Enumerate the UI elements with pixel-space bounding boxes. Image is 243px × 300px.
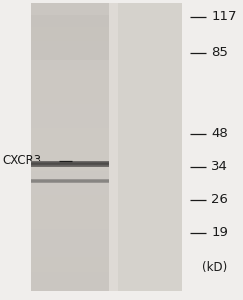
- Bar: [31, 243, 109, 248]
- Text: 26: 26: [211, 193, 228, 206]
- Bar: [31, 214, 109, 219]
- Text: 85: 85: [211, 46, 228, 59]
- Bar: [31, 161, 109, 162]
- Bar: [31, 238, 109, 243]
- Bar: [31, 113, 109, 118]
- Text: 117: 117: [211, 10, 237, 23]
- Bar: [31, 37, 109, 41]
- Bar: [31, 41, 109, 46]
- Bar: [31, 3, 182, 291]
- Bar: [31, 219, 109, 224]
- Bar: [31, 205, 109, 209]
- Bar: [31, 99, 109, 104]
- Bar: [31, 182, 109, 183]
- Bar: [31, 128, 109, 133]
- Bar: [31, 171, 109, 176]
- Bar: [31, 80, 109, 85]
- Bar: [31, 164, 109, 165]
- Bar: [31, 75, 109, 80]
- Bar: [31, 185, 109, 190]
- Bar: [31, 262, 109, 267]
- Bar: [31, 181, 109, 185]
- Bar: [31, 224, 109, 229]
- Bar: [31, 51, 109, 56]
- Bar: [31, 229, 109, 233]
- Bar: [31, 118, 109, 123]
- Bar: [31, 166, 109, 171]
- Bar: [31, 85, 109, 89]
- Bar: [31, 104, 109, 109]
- Bar: [31, 181, 109, 182]
- Bar: [31, 179, 109, 180]
- Bar: [31, 163, 109, 164]
- Text: CXCR3: CXCR3: [2, 154, 42, 167]
- Bar: [31, 133, 109, 137]
- Bar: [31, 94, 109, 99]
- Bar: [31, 17, 109, 22]
- Bar: [31, 180, 109, 181]
- Bar: [31, 248, 109, 253]
- Bar: [31, 233, 109, 238]
- Bar: [31, 3, 109, 8]
- Text: (kD): (kD): [202, 260, 227, 274]
- Bar: [31, 200, 109, 205]
- Text: 48: 48: [211, 127, 228, 140]
- Bar: [31, 165, 109, 166]
- Bar: [31, 277, 109, 281]
- Bar: [31, 257, 109, 262]
- Bar: [31, 70, 109, 75]
- Bar: [31, 147, 109, 152]
- Bar: [31, 253, 109, 257]
- Bar: [31, 8, 109, 13]
- Bar: [31, 190, 109, 195]
- Bar: [31, 109, 109, 113]
- Bar: [31, 32, 109, 37]
- Bar: [31, 176, 109, 181]
- Bar: [31, 152, 109, 157]
- Bar: [31, 157, 109, 161]
- Bar: [31, 46, 109, 51]
- Bar: [31, 162, 109, 163]
- Bar: [31, 56, 109, 61]
- Bar: [31, 15, 109, 60]
- Text: 19: 19: [211, 226, 228, 239]
- Bar: [31, 209, 109, 214]
- Bar: [31, 160, 109, 161]
- Bar: [31, 281, 109, 286]
- Bar: [118, 3, 182, 291]
- Bar: [31, 27, 109, 32]
- Bar: [31, 65, 109, 70]
- Bar: [31, 137, 109, 142]
- Bar: [31, 13, 109, 17]
- Bar: [31, 3, 109, 291]
- Bar: [31, 267, 109, 272]
- Text: 34: 34: [211, 160, 228, 173]
- Bar: [31, 123, 109, 128]
- Bar: [31, 89, 109, 94]
- Bar: [31, 161, 109, 166]
- Bar: [31, 178, 109, 179]
- Bar: [31, 195, 109, 200]
- Bar: [31, 286, 109, 291]
- Bar: [31, 61, 109, 65]
- Bar: [31, 142, 109, 147]
- Bar: [31, 272, 109, 277]
- Bar: [31, 22, 109, 27]
